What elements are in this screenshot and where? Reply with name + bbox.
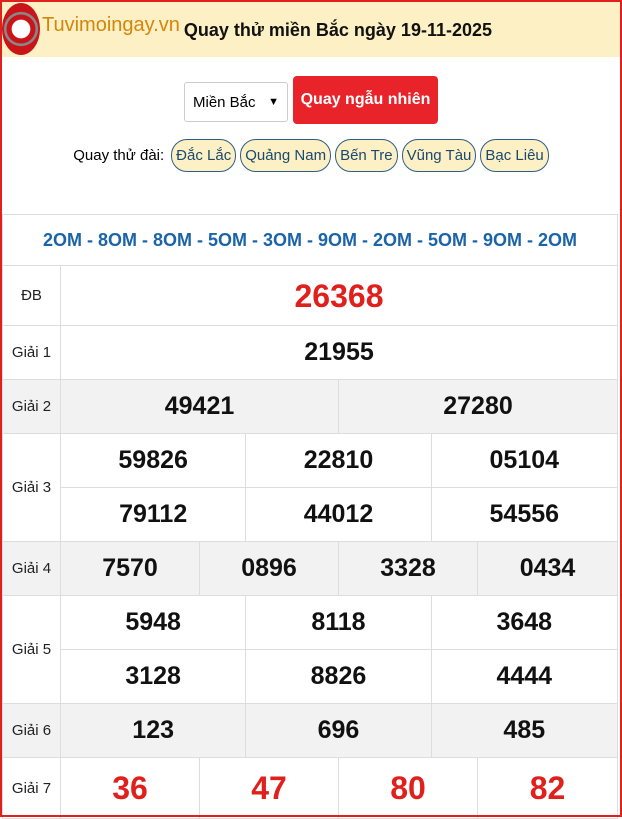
header: Tuvimoingay.vn Quay thử miền Bắc ngày 19…	[0, 0, 622, 57]
prize-number: 36	[61, 758, 200, 818]
prize-number: 123	[61, 704, 247, 757]
prize-number: 47	[200, 758, 339, 818]
prize-number: 3128	[61, 650, 247, 703]
prize-label: ĐB	[3, 266, 61, 325]
station-pill[interactable]: Bạc Liêu	[480, 139, 549, 172]
prize-number: 7570	[61, 542, 200, 595]
prize-number: 3648	[496, 608, 553, 636]
row-g7: Giải 7 36 47 80 82	[3, 758, 617, 818]
prize-number: 05104	[489, 446, 560, 474]
chevron-down-icon: ▼	[268, 96, 279, 108]
controls: Miền Bắc ▼ Quay ngẫu nhiên	[0, 76, 622, 124]
prize-label: Giải 3	[3, 434, 61, 541]
page-title: Quay thử miền Bắc ngày 19-11-2025	[183, 20, 493, 40]
prize-label: Giải 7	[3, 758, 61, 818]
row-db: ĐB 26368	[3, 266, 617, 326]
prize-number: 82	[529, 769, 566, 806]
prize-number: 22810	[246, 434, 432, 487]
prize-number: 3328	[339, 542, 478, 595]
row-g3: Giải 3 59826 22810 05104 79112 44012 54556	[3, 434, 617, 542]
prize-number: 79112	[61, 488, 247, 541]
logo[interactable]	[2, 2, 40, 55]
prize-label: Giải 1	[3, 326, 61, 379]
stations-label: Quay thử đài:	[73, 147, 165, 164]
prize-label: Giải 4	[3, 542, 61, 595]
results-table: 2OM - 8OM - 8OM - 5OM - 3OM - 9OM - 2OM …	[2, 214, 618, 819]
station-pill[interactable]: Đắc Lắc	[171, 139, 237, 172]
prize-label: Giải 2	[3, 380, 61, 433]
row-g4: Giải 4 7570 0896 3328 0434	[3, 542, 617, 596]
row-g1: Giải 1 21955	[3, 326, 617, 380]
brand-name[interactable]: Tuvimoingay.vn	[42, 14, 180, 36]
prize-number: 27280	[443, 392, 513, 420]
station-pill[interactable]: Quảng Nam	[240, 139, 332, 172]
prize-label: Giải 5	[3, 596, 61, 703]
station-pill[interactable]: Bến Tre	[335, 139, 398, 172]
station-list: Quay thử đài: Đắc Lắc Quảng Nam Bến Tre …	[0, 139, 622, 172]
row-g5: Giải 5 5948 8118 3648 3128 8826 4444	[3, 596, 617, 704]
prize-label: Giải 6	[3, 704, 61, 757]
prize-number: 8118	[246, 596, 432, 649]
prize-codes: 2OM - 8OM - 8OM - 5OM - 3OM - 9OM - 2OM …	[3, 215, 617, 266]
prize-number: 54556	[489, 500, 560, 528]
prize-number: 80	[339, 758, 478, 818]
region-select[interactable]: Miền Bắc ▼	[184, 82, 288, 122]
prize-number: 59826	[61, 434, 247, 487]
prize-number: 0896	[200, 542, 339, 595]
prize-number: 485	[503, 716, 546, 744]
prize-number: 49421	[61, 380, 339, 433]
prize-number: 8826	[246, 650, 432, 703]
spin-random-button[interactable]: Quay ngẫu nhiên	[293, 76, 438, 124]
prize-number: 0434	[519, 554, 576, 582]
prize-number: 44012	[246, 488, 432, 541]
station-pill[interactable]: Vũng Tàu	[401, 139, 477, 172]
prize-number: 696	[246, 704, 432, 757]
prize-number: 5948	[61, 596, 247, 649]
prize-number: 21955	[304, 338, 374, 366]
region-select-value: Miền Bắc	[193, 93, 256, 111]
prize-number: 4444	[496, 662, 553, 690]
row-g6: Giải 6 123 696 485	[3, 704, 617, 758]
prize-number: 26368	[294, 277, 384, 314]
row-g2: Giải 2 49421 27280	[3, 380, 617, 434]
